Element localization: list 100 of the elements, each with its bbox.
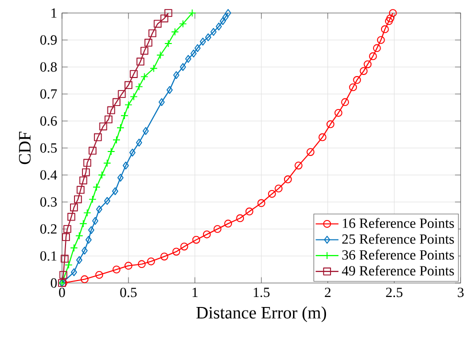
point xyxy=(380,25,389,34)
point xyxy=(205,33,212,42)
point xyxy=(210,28,217,36)
point xyxy=(360,67,368,75)
point xyxy=(349,83,357,92)
point xyxy=(103,159,112,168)
point xyxy=(104,115,112,124)
point xyxy=(129,148,136,157)
point xyxy=(75,232,84,240)
point xyxy=(98,171,106,179)
point xyxy=(224,220,232,228)
point xyxy=(188,9,196,17)
x-tick-label: 1 xyxy=(192,288,198,297)
point xyxy=(294,162,302,170)
point xyxy=(178,20,187,28)
point xyxy=(160,252,168,260)
point xyxy=(88,146,96,155)
point xyxy=(83,158,92,167)
point xyxy=(95,270,104,279)
y-tick-label: 0.5 xyxy=(40,143,57,153)
legend-label: 49 Reference Points xyxy=(342,266,454,276)
point xyxy=(326,120,334,128)
x-tick-label: 2 xyxy=(324,288,331,297)
point xyxy=(148,29,156,38)
point xyxy=(112,266,120,274)
y-tick-label: 0.8 xyxy=(40,62,57,72)
point xyxy=(120,112,128,120)
point xyxy=(135,82,144,91)
point xyxy=(172,248,180,256)
point xyxy=(245,208,254,216)
point xyxy=(96,205,102,214)
point xyxy=(122,162,129,170)
y-tick-label: 0.9 xyxy=(40,35,57,45)
y-tick-label: 0.2 xyxy=(40,224,57,234)
point xyxy=(341,98,349,106)
point xyxy=(118,90,126,98)
point xyxy=(112,136,120,144)
point xyxy=(82,246,88,255)
point xyxy=(318,133,326,142)
point xyxy=(138,260,146,268)
point xyxy=(67,212,76,221)
point xyxy=(200,38,206,46)
point xyxy=(107,106,116,114)
legend-label: 16 Reference Points xyxy=(342,218,454,228)
point xyxy=(82,168,90,176)
y-tick-label: 0.4 xyxy=(40,170,58,180)
point xyxy=(369,52,377,60)
point xyxy=(185,54,192,63)
point xyxy=(236,214,244,222)
point xyxy=(88,226,94,234)
point xyxy=(88,195,96,204)
point xyxy=(158,98,165,106)
point xyxy=(99,122,108,130)
point xyxy=(79,220,88,228)
point xyxy=(86,236,92,244)
point xyxy=(160,14,168,22)
x-tick-label: 2.5 xyxy=(386,288,402,298)
point xyxy=(124,81,132,90)
point xyxy=(164,40,172,48)
y-tick-label: 0.7 xyxy=(40,89,57,99)
point xyxy=(214,225,222,233)
point xyxy=(142,127,149,135)
point xyxy=(136,58,144,66)
point xyxy=(63,225,72,233)
point xyxy=(144,38,152,47)
point xyxy=(194,44,201,52)
point xyxy=(364,60,372,68)
x-axis-title: Distance Error (m) xyxy=(196,306,326,322)
point xyxy=(140,46,148,55)
point xyxy=(60,254,69,263)
point xyxy=(156,51,164,60)
point xyxy=(306,148,314,156)
y-tick-label: 1 xyxy=(52,8,56,18)
point xyxy=(117,174,124,182)
point xyxy=(140,72,148,81)
point xyxy=(116,124,124,132)
point xyxy=(112,187,118,196)
point xyxy=(180,63,186,71)
point xyxy=(388,9,397,17)
point xyxy=(92,216,98,225)
point xyxy=(377,36,385,44)
point xyxy=(268,190,276,198)
point xyxy=(202,230,211,238)
point xyxy=(164,9,172,17)
point xyxy=(334,108,342,117)
point xyxy=(62,233,70,242)
y-tick-label: 0 xyxy=(50,278,57,288)
point xyxy=(386,14,394,22)
point xyxy=(216,22,222,30)
x-tick-label: 3 xyxy=(458,288,464,298)
point xyxy=(192,236,200,244)
point xyxy=(70,268,78,276)
point xyxy=(384,17,393,26)
point xyxy=(136,138,142,147)
point xyxy=(166,86,173,94)
x-tick-label: 0 xyxy=(59,288,65,298)
point xyxy=(147,257,155,266)
point xyxy=(83,208,92,217)
point xyxy=(154,20,162,28)
point xyxy=(220,17,226,26)
